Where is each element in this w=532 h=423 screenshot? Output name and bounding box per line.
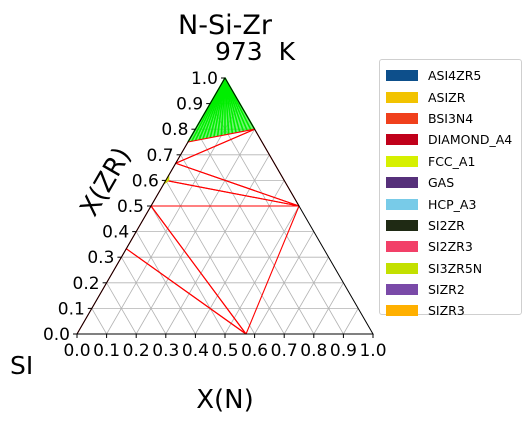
x-tick-label: 0.2 [123,341,150,361]
grid-line [195,128,315,335]
legend: ASI4ZR5 ASIZR BSI3N4 DIAMOND_A4 FCC_A1 GAS HCP… [379,59,522,318]
y-tick-label: 0.5 [117,197,144,217]
legend-label: DIAMOND_A4 [428,132,513,148]
x-tick-label: 0.5 [211,341,238,361]
y-tick-label: 0.6 [132,171,159,191]
y-tick-label: 0.7 [147,146,174,166]
x-tick-label: 0.1 [93,341,120,361]
legend-item: BSI3N4 [386,108,521,129]
x-tick-label: 0.6 [241,341,268,361]
grid-line [91,308,107,335]
legend-swatch [386,284,418,296]
grid-line [180,154,285,335]
legend-item: DIAMOND_A4 [386,129,521,150]
legend-swatch [386,262,418,274]
legend-item: SIZR3 [386,300,521,321]
legend-swatch [386,177,418,189]
legend-swatch [386,112,418,124]
chart-title: N-Si-Zr [178,10,273,41]
chart-subtitle: 973 K [215,37,296,66]
legend-item: ASIZR [386,86,521,107]
legend-swatch [386,155,418,167]
legend-label: ASI4ZR5 [428,68,482,84]
legend-swatch [386,241,418,253]
legend-label: FCC_A1 [428,153,476,169]
legend-label: SI3ZR5N [428,260,483,276]
y-tick-label: 1.0 [191,69,218,89]
grid-line [106,103,241,335]
y-tick-label: 0.4 [102,223,129,243]
grid-line [209,103,344,335]
legend-swatch [386,91,418,103]
x-tick-label: 0.8 [300,341,327,361]
x-tick-label: 1.0 [359,341,386,361]
y-tick-label: 0.9 [176,95,203,115]
legend-label: SI2ZR3 [428,239,473,255]
legend-label: SIZR2 [428,282,465,298]
legend-item: ASI4ZR5 [386,65,521,86]
legend-item: FCC_A1 [386,151,521,172]
grid-line [106,282,137,335]
y-tick-label: 0.1 [58,299,85,319]
grid-line [343,308,359,335]
legend-swatch [386,219,418,231]
x-tick-label: 0.9 [330,341,357,361]
legend-item: SI3ZR5N [386,258,521,279]
legend-label: HCP_A3 [428,196,477,212]
grid-line [150,205,226,335]
x-tick-labels: 0.0 0.1 0.2 0.3 0.4 0.5 0.6 0.7 0.8 0.9 1.0 [63,334,387,361]
legend-swatch [386,70,418,82]
grid-lines [91,103,359,335]
x-tick-label: 0.7 [271,341,298,361]
legend-item: SI2ZR3 [386,236,521,257]
x-tick-label: 0.4 [182,341,209,361]
legend-item: SI2ZR [386,215,521,236]
grid-line [121,256,167,335]
legend-label: SI2ZR [428,217,465,233]
y-tick-label: 0.2 [73,274,100,294]
legend-swatch [386,305,418,317]
grid-line [283,256,329,335]
legend-label: SIZR3 [428,303,465,319]
legend-item: SIZR2 [386,279,521,300]
y-tick-label: 0.3 [87,248,114,268]
legend-item: GAS [386,172,521,193]
fan-region [188,78,255,142]
legend-swatch [386,198,418,210]
two-phase-fan [187,77,256,143]
legend-swatch [386,134,418,146]
grid-line [135,231,196,335]
grid-line [165,154,270,335]
legend-label: ASIZR [428,89,466,105]
tie-triangle [125,205,247,335]
y-tick-labels: 0.0 0.1 0.2 0.3 0.4 0.5 0.6 0.7 0.8 0.9 1.0 [43,69,225,345]
y-tick-label: 0.8 [161,120,188,140]
legend-label: GAS [428,175,455,191]
y-tick-label: 0.0 [43,325,70,345]
corner-label-si: SI [10,351,33,380]
x-tick-label: 0.3 [152,341,179,361]
x-axis-label: X(N) [196,385,254,415]
legend-label: BSI3N4 [428,110,474,126]
legend-item: HCP_A3 [386,193,521,214]
grid-line [224,205,300,335]
x-tick-label: 0.0 [63,341,90,361]
